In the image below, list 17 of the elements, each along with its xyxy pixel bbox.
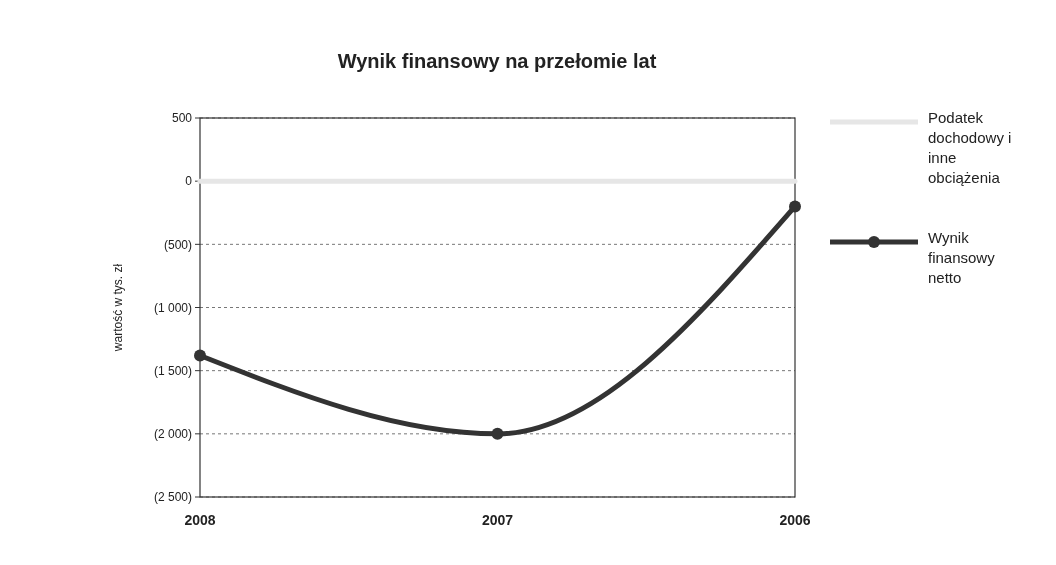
y-axis-title: wartość w tys. zł — [111, 263, 125, 353]
x-tick-label: 2006 — [779, 512, 811, 528]
point — [194, 349, 206, 362]
y-tick-label: (1 500) — [153, 363, 192, 378]
y-tick-label: 500 — [171, 111, 193, 126]
y-tick-label: 0 — [185, 174, 193, 189]
text: Wynik finansowy netto — [928, 229, 996, 287]
x-tick-label: 2008 — [184, 512, 216, 528]
y-tick-label: (2 500) — [153, 490, 192, 505]
y-tick-label: (500) — [163, 237, 192, 252]
y-tick-label: (2 000) — [153, 427, 192, 442]
point — [491, 427, 504, 440]
text: Podatek dochodowy i inne obciążenia — [928, 109, 1012, 187]
y-tick-label: (1 000) — [153, 300, 192, 315]
point — [789, 200, 801, 213]
x-tick-label: 2007 — [481, 512, 514, 528]
chart-title: Wynik finansowy na przełomie lat — [337, 50, 657, 72]
